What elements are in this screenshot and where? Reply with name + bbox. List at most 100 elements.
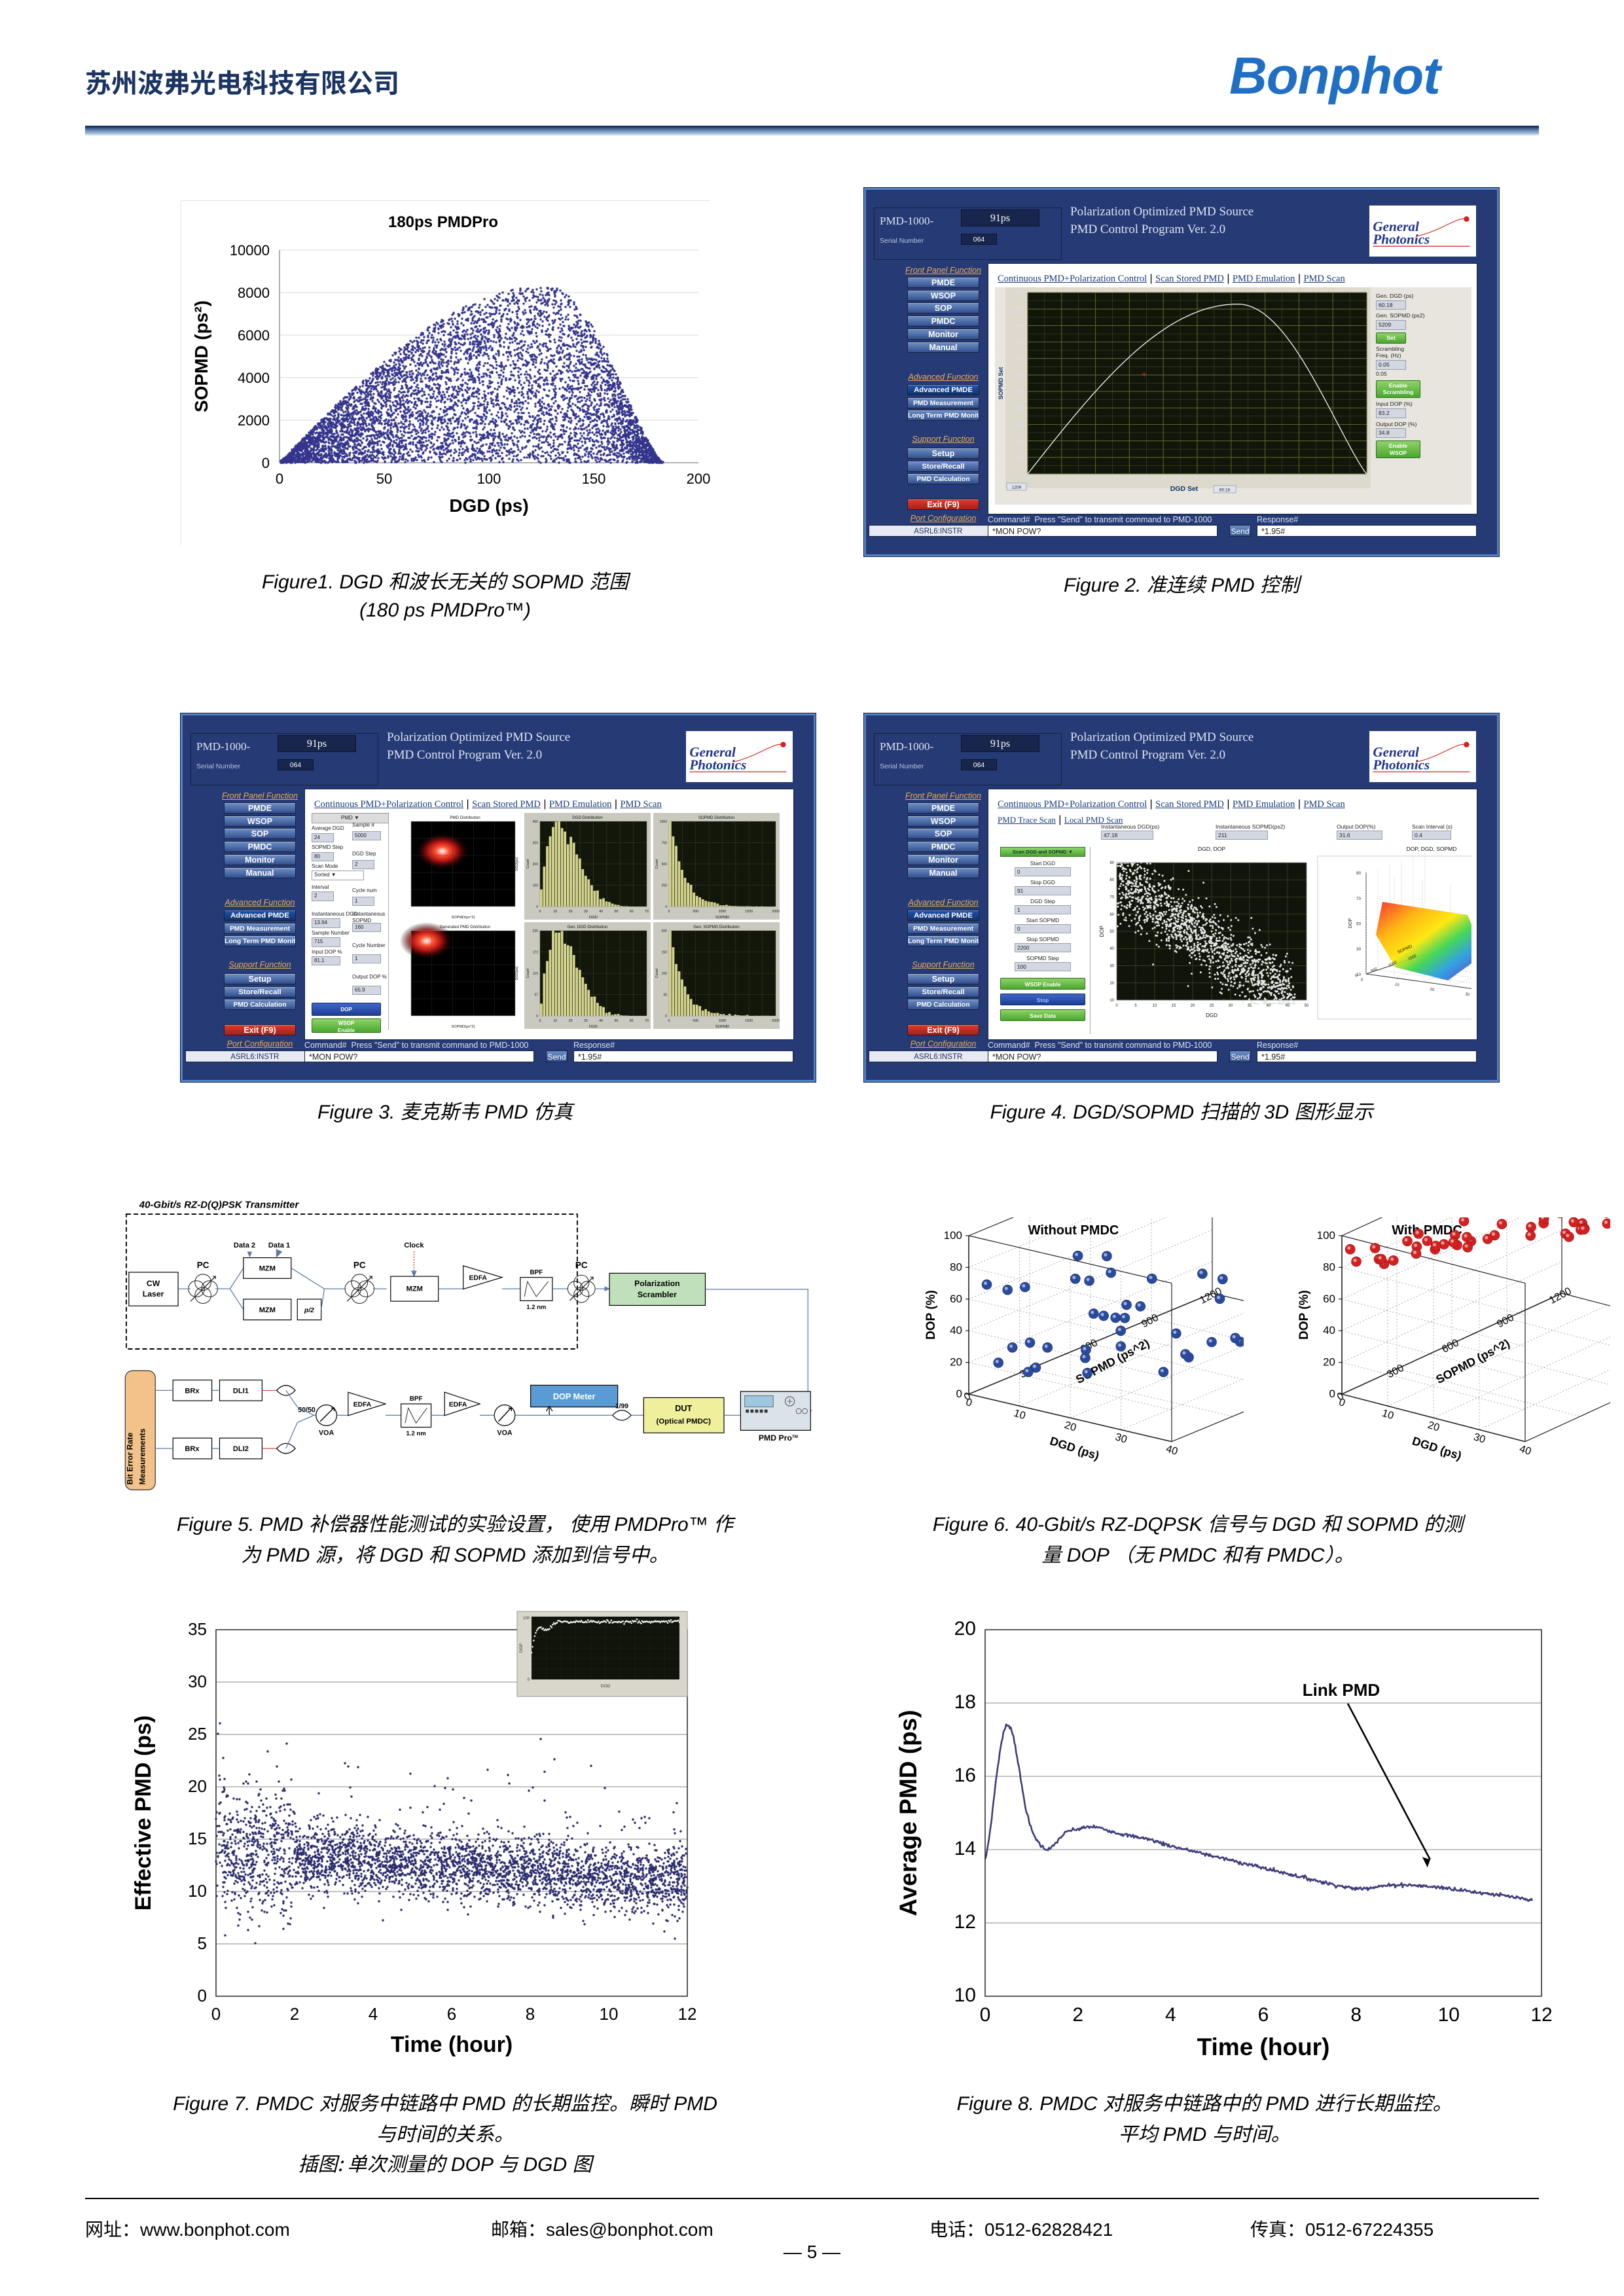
svg-text:4: 4 bbox=[1165, 2004, 1176, 2026]
svg-text:10: 10 bbox=[600, 2004, 619, 2024]
svg-text:80: 80 bbox=[1297, 476, 1302, 481]
svg-text:Count: Count bbox=[655, 859, 659, 869]
svg-text:15: 15 bbox=[1172, 1004, 1176, 1008]
svg-text:p/2: p/2 bbox=[304, 1307, 314, 1314]
svg-text:6: 6 bbox=[447, 2004, 456, 2024]
svg-text:230: 230 bbox=[533, 929, 539, 933]
svg-text:Photonics: Photonics bbox=[689, 757, 746, 773]
svg-text:20: 20 bbox=[954, 1618, 976, 1640]
svg-text:150: 150 bbox=[582, 471, 606, 487]
svg-text:BPF: BPF bbox=[410, 1395, 423, 1403]
svg-text:200-: 200- bbox=[1016, 454, 1026, 460]
svg-text:2000: 2000 bbox=[772, 1019, 780, 1023]
svg-text:0: 0 bbox=[539, 1019, 541, 1023]
svg-text:57: 57 bbox=[534, 994, 538, 997]
svg-text:Data 1: Data 1 bbox=[268, 1242, 290, 1249]
svg-text:10: 10 bbox=[553, 910, 557, 914]
svg-text:8: 8 bbox=[1350, 2004, 1362, 2026]
svg-text:Bit Error Rate: Bit Error Rate bbox=[125, 1433, 134, 1485]
svg-text:30: 30 bbox=[188, 1672, 207, 1691]
svg-text:DOP (%): DOP (%) bbox=[924, 1290, 938, 1340]
svg-text:20: 20 bbox=[1110, 982, 1114, 986]
svg-text:DOP: DOP bbox=[1099, 925, 1105, 937]
svg-text:30: 30 bbox=[1229, 1004, 1233, 1008]
svg-text:4: 4 bbox=[369, 2004, 378, 2024]
svg-text:2000: 2000 bbox=[772, 910, 780, 914]
svg-text:DOP: DOP bbox=[519, 1643, 524, 1653]
svg-text:SOPMD Distribution: SOPMD Distribution bbox=[698, 816, 735, 820]
svg-text:500: 500 bbox=[693, 910, 698, 914]
svg-text:20: 20 bbox=[569, 1019, 573, 1023]
svg-text:0: 0 bbox=[198, 1986, 207, 2005]
svg-text:MZM: MZM bbox=[259, 1306, 276, 1314]
svg-text:EDFA: EDFA bbox=[353, 1401, 372, 1408]
svg-text:55: 55 bbox=[1212, 476, 1217, 481]
svg-text:180ps PMDPro: 180ps PMDPro bbox=[388, 213, 498, 231]
svg-text:DOP: DOP bbox=[1348, 918, 1353, 929]
svg-text:+: + bbox=[1142, 369, 1147, 380]
svg-text:1400-: 1400- bbox=[1013, 355, 1026, 361]
svg-text:35: 35 bbox=[188, 1619, 207, 1639]
svg-text:15: 15 bbox=[188, 1829, 207, 1848]
svg-text:10: 10 bbox=[1059, 476, 1064, 481]
svg-text:DGD (ps): DGD (ps) bbox=[449, 495, 528, 516]
svg-text:0: 0 bbox=[668, 910, 670, 914]
svg-text:600-: 600- bbox=[1016, 422, 1026, 427]
svg-text:0-: 0- bbox=[1021, 471, 1026, 477]
svg-text:100: 100 bbox=[662, 972, 668, 976]
svg-text:SOPMD(ps^2): SOPMD(ps^2) bbox=[452, 1025, 475, 1029]
svg-text:6: 6 bbox=[1258, 2004, 1269, 2026]
svg-text:70: 70 bbox=[1263, 476, 1268, 481]
svg-text:90: 90 bbox=[1331, 476, 1336, 481]
svg-text:1800-: 1800- bbox=[1013, 323, 1026, 329]
svg-text:DGD: DGD bbox=[589, 916, 598, 920]
svg-text:250: 250 bbox=[662, 884, 668, 888]
svg-text:BRx: BRx bbox=[185, 1387, 200, 1395]
svg-text:90: 90 bbox=[1110, 861, 1114, 865]
svg-text:400: 400 bbox=[533, 820, 539, 824]
svg-text:50: 50 bbox=[1110, 930, 1114, 934]
svg-text:60: 60 bbox=[630, 910, 634, 914]
svg-text:1500: 1500 bbox=[745, 910, 753, 914]
svg-text:100: 100 bbox=[944, 1229, 962, 1242]
svg-text:0: 0 bbox=[1026, 476, 1029, 481]
svg-text:1209: 1209 bbox=[1012, 486, 1022, 490]
svg-text:5: 5 bbox=[1043, 476, 1046, 481]
svg-text:65: 65 bbox=[1246, 476, 1251, 481]
svg-text:16: 16 bbox=[954, 1765, 976, 1786]
svg-text:400-: 400- bbox=[1016, 438, 1026, 444]
svg-text:SOPMD Set: SOPMD Set bbox=[998, 367, 1004, 400]
svg-text:Data 2: Data 2 bbox=[234, 1242, 255, 1249]
svg-text:8000: 8000 bbox=[238, 285, 270, 301]
svg-text:Gen. DGD Distribution: Gen. DGD Distribution bbox=[568, 925, 608, 929]
svg-text:0: 0 bbox=[1329, 1388, 1335, 1400]
svg-text:Average PMD (ps): Average PMD (ps) bbox=[895, 1710, 922, 1916]
svg-text:50: 50 bbox=[1305, 1004, 1309, 1008]
svg-text:DGD Distribution: DGD Distribution bbox=[572, 816, 603, 820]
svg-text:PC: PC bbox=[575, 1260, 588, 1270]
svg-text:25: 25 bbox=[1210, 1004, 1214, 1008]
svg-text:(Optical PMDC): (Optical PMDC) bbox=[657, 1418, 712, 1426]
svg-text:60.18: 60.18 bbox=[1219, 488, 1231, 493]
svg-text:Time (hour): Time (hour) bbox=[391, 2032, 513, 2057]
svg-text:500: 500 bbox=[693, 1019, 698, 1023]
svg-text:10: 10 bbox=[1153, 1004, 1157, 1008]
svg-text:DGD(ps): DGD(ps) bbox=[515, 857, 519, 870]
svg-text:EDFA: EDFA bbox=[449, 1401, 467, 1408]
svg-text:0: 0 bbox=[980, 2004, 991, 2026]
svg-text:10000: 10000 bbox=[230, 242, 270, 259]
svg-text:50: 50 bbox=[614, 910, 618, 914]
svg-text:DGD: DGD bbox=[589, 1025, 598, 1029]
svg-text:45: 45 bbox=[1178, 476, 1183, 481]
svg-text:0: 0 bbox=[668, 1019, 670, 1023]
svg-text:DGD: DGD bbox=[1206, 1013, 1218, 1018]
svg-text:2: 2 bbox=[1072, 2004, 1083, 2026]
svg-text:Time (hour): Time (hour) bbox=[1197, 2034, 1330, 2060]
svg-text:100: 100 bbox=[533, 884, 539, 888]
svg-text:80: 80 bbox=[950, 1261, 962, 1273]
svg-text:40-Gbit/s RZ-D(Q)PSK Transmitt: 40-Gbit/s RZ-D(Q)PSK Transmitter bbox=[139, 1200, 300, 1211]
svg-text:SOPMD: SOPMD bbox=[715, 916, 729, 920]
svg-text:0: 0 bbox=[665, 905, 667, 909]
svg-text:300: 300 bbox=[533, 842, 539, 846]
svg-text:1500: 1500 bbox=[745, 1019, 753, 1023]
